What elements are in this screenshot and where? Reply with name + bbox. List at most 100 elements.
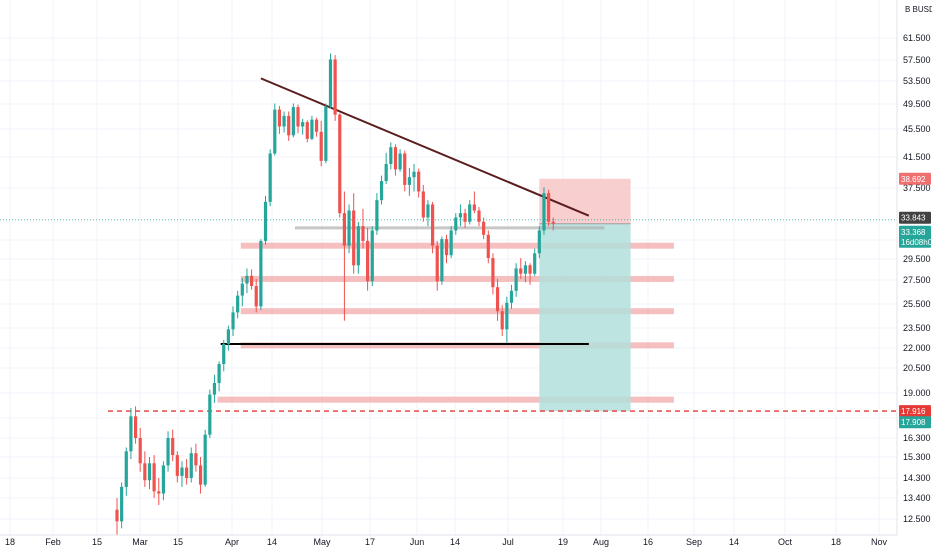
candle-body xyxy=(305,122,309,139)
candle-body xyxy=(259,240,263,307)
candle-body xyxy=(226,329,230,344)
support-zone xyxy=(240,308,674,315)
price-tick-label: 25.500 xyxy=(903,299,931,309)
candle-body xyxy=(212,383,217,395)
badge-stop: 17.908 xyxy=(901,418,926,427)
candle-body xyxy=(528,265,532,274)
candle-body xyxy=(291,107,295,136)
candle-body xyxy=(366,240,370,282)
candle-body xyxy=(236,295,240,313)
candle-body xyxy=(430,204,435,246)
candle-body xyxy=(519,268,523,274)
price-tick-label: 15.300 xyxy=(903,452,931,462)
candle-body xyxy=(426,204,430,218)
candle-body xyxy=(338,114,342,214)
price-badges: 38.692 33.843 33.36816d08h08 17.916 17.908 xyxy=(899,172,932,429)
support-zone xyxy=(240,342,674,349)
time-tick-label: May xyxy=(313,537,331,547)
candle-body xyxy=(328,59,333,107)
candle-body xyxy=(222,344,226,364)
candle-body xyxy=(133,416,138,438)
price-tick-label: 27.500 xyxy=(903,275,931,285)
badge-red-line-bg xyxy=(899,405,931,418)
candle-body xyxy=(458,213,463,218)
time-tick-label: 15 xyxy=(92,537,102,547)
time-tick-label: Jun xyxy=(410,537,425,547)
candle-body xyxy=(421,191,425,218)
candle-body xyxy=(361,226,365,241)
price-tick-label: 16.300 xyxy=(903,433,931,443)
price-tick-label: 57.500 xyxy=(903,55,931,65)
candle-body xyxy=(324,106,328,161)
time-tick-label: 17 xyxy=(365,537,375,547)
price-tick-label: 13.400 xyxy=(903,493,931,503)
candle-body xyxy=(444,239,449,256)
price-tick-label: 12.500 xyxy=(903,514,931,524)
candle-body xyxy=(301,122,305,127)
candle-body xyxy=(486,234,490,259)
candle-body xyxy=(551,221,555,224)
badge-stop-bg xyxy=(899,416,931,429)
price-tick-label: 45.500 xyxy=(903,124,931,134)
time-tick-label: 14 xyxy=(267,537,277,547)
badge-entry: 33.368 xyxy=(901,228,926,237)
price-tick-label: 22.000 xyxy=(903,343,931,353)
candle-body xyxy=(268,153,272,202)
candle-body xyxy=(537,230,541,254)
badge-current: 33.843 xyxy=(901,214,926,223)
time-tick-label: Oct xyxy=(778,537,793,547)
candle-body xyxy=(189,453,193,478)
candle-body xyxy=(356,226,360,266)
candle-body xyxy=(245,275,249,284)
candle-body xyxy=(477,210,481,222)
drawn-lines xyxy=(0,77,897,412)
horizontal-zones xyxy=(217,242,674,403)
candle-body xyxy=(175,455,179,476)
candle-body xyxy=(533,253,537,274)
badge-current-bg xyxy=(899,211,931,224)
candle-body xyxy=(449,230,453,256)
candle-body xyxy=(454,217,458,231)
candle-body xyxy=(296,107,300,127)
price-tick-label: 49.500 xyxy=(903,99,931,109)
price-tick-label: 20.500 xyxy=(903,363,931,373)
candle-body xyxy=(273,109,277,154)
candle-body xyxy=(384,163,388,182)
candle-body xyxy=(157,491,161,494)
candle-body xyxy=(417,171,421,192)
candle-body xyxy=(120,486,124,522)
candle-body xyxy=(143,463,147,481)
price-tick-label: 29.500 xyxy=(903,254,931,264)
candle-body xyxy=(129,416,133,452)
candle-body xyxy=(547,193,551,222)
candle-body xyxy=(403,153,407,185)
badge-countdown: 16d08h08 xyxy=(901,238,932,247)
candle-body xyxy=(310,119,314,139)
candle-body xyxy=(152,463,156,492)
price-tick-label: 41.500 xyxy=(903,152,931,162)
candle-body xyxy=(500,311,504,330)
time-tick-label: Jul xyxy=(502,537,514,547)
candle-body xyxy=(347,210,351,246)
descending-trendline xyxy=(260,77,590,217)
candles xyxy=(115,53,555,536)
candle-body xyxy=(389,147,393,164)
time-tick-label: 14 xyxy=(729,537,739,547)
candle-body xyxy=(180,467,184,476)
candle-body xyxy=(203,434,207,485)
candle-body xyxy=(505,302,509,330)
time-tick-label: 18 xyxy=(831,537,841,547)
price-axis-bg xyxy=(897,0,932,550)
candle-body xyxy=(194,453,198,466)
candle-body xyxy=(277,109,282,127)
candle-body xyxy=(342,213,347,246)
price-tick-label: 61.500 xyxy=(903,33,931,43)
candle-body xyxy=(314,119,319,132)
candle-body xyxy=(514,268,518,291)
price-tick-label: 53.500 xyxy=(903,76,931,86)
candle-body xyxy=(138,438,142,464)
support-zone xyxy=(240,242,674,249)
candle-body xyxy=(231,312,235,330)
